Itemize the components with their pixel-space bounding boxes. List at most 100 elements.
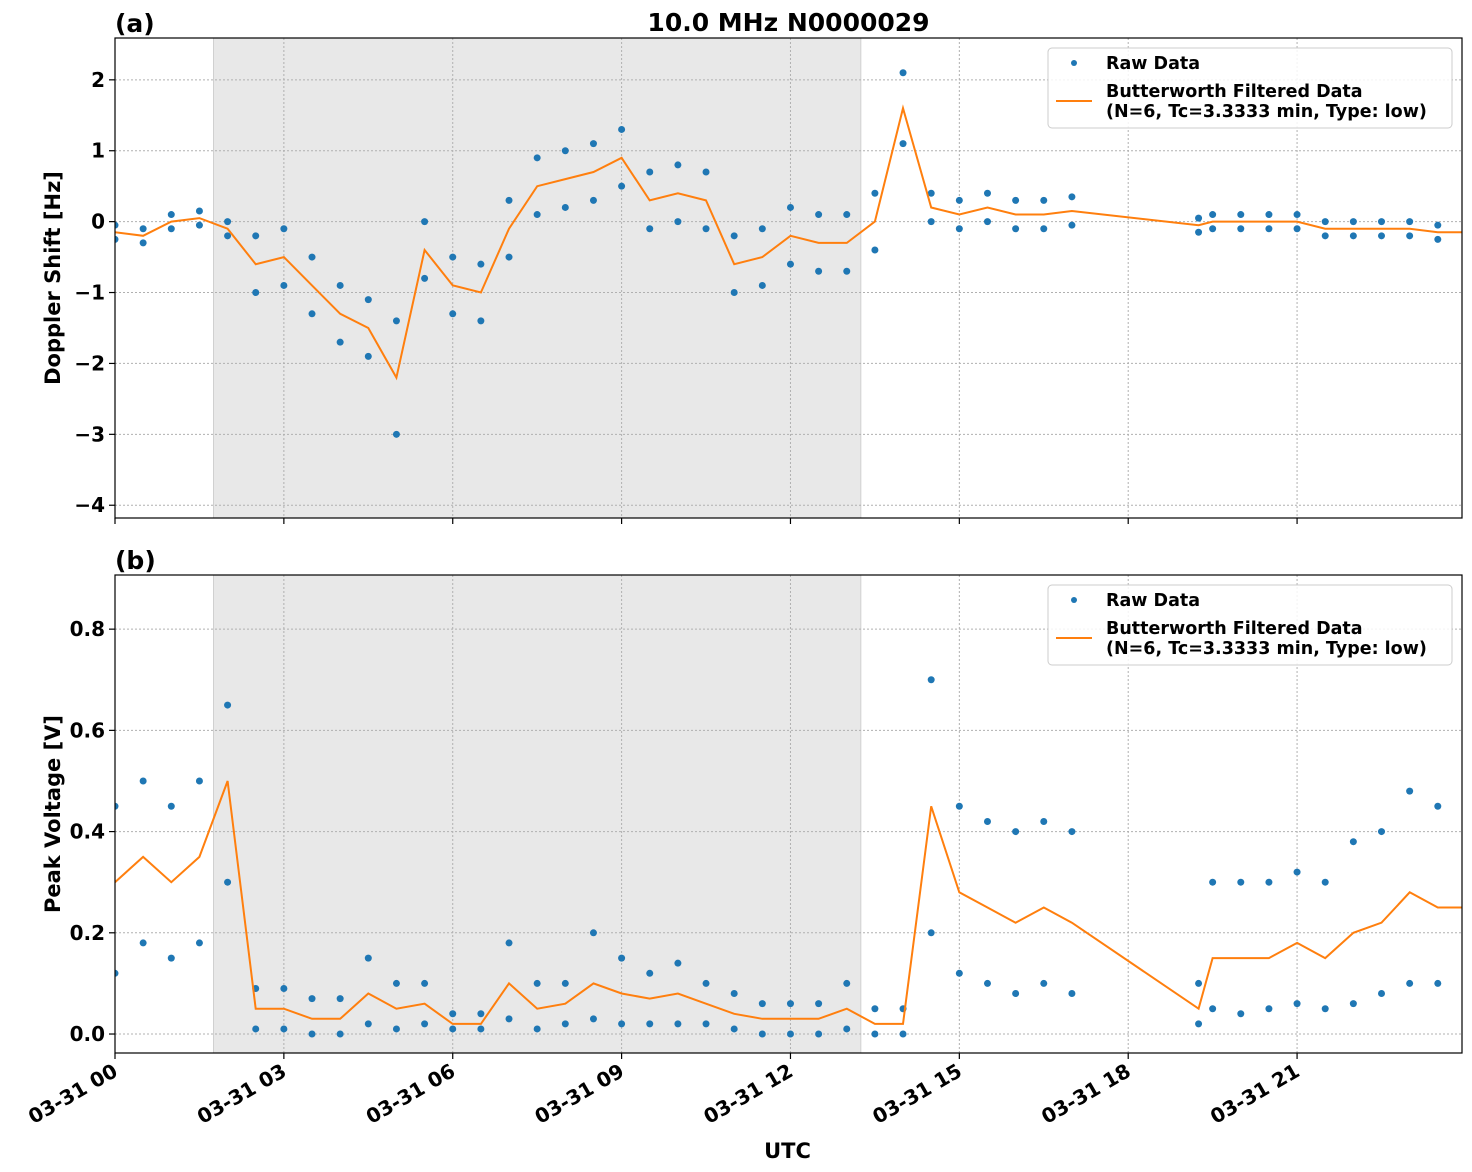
raw-point	[1237, 1010, 1245, 1018]
legend-label: Butterworth Filtered Data	[1106, 619, 1363, 639]
raw-point	[561, 979, 569, 987]
raw-point	[308, 310, 316, 318]
raw-point	[1349, 838, 1357, 846]
raw-point	[786, 1030, 794, 1038]
raw-point	[674, 959, 682, 967]
raw-point	[224, 218, 232, 226]
raw-point	[505, 253, 513, 261]
raw-point	[758, 281, 766, 289]
y-tick-label: 0.4	[70, 820, 105, 844]
raw-point	[899, 140, 907, 148]
raw-point	[1462, 236, 1469, 243]
raw-point	[115, 235, 119, 243]
legend-label: Butterworth Filtered Data	[1106, 82, 1363, 102]
raw-point	[1040, 196, 1048, 204]
raw-point	[1349, 218, 1357, 226]
x-tick-label: 03-31 00	[24, 1059, 122, 1129]
raw-point	[364, 954, 372, 962]
raw-point	[1321, 1005, 1329, 1013]
raw-point	[1434, 221, 1442, 229]
raw-point	[421, 274, 429, 282]
raw-point	[167, 225, 175, 233]
raw-point	[1068, 990, 1076, 998]
raw-point	[1068, 193, 1076, 201]
raw-point	[1012, 225, 1020, 233]
raw-point	[871, 189, 879, 197]
legend-box	[1047, 47, 1453, 129]
raw-point	[533, 979, 541, 987]
y-tick-label: 0.8	[70, 617, 105, 641]
raw-point	[702, 1020, 710, 1028]
panel-label: (b)	[115, 546, 156, 575]
raw-point	[1349, 232, 1357, 240]
raw-point	[674, 1020, 682, 1028]
raw-point	[392, 979, 400, 987]
raw-point	[1349, 1000, 1357, 1008]
raw-point	[1406, 787, 1414, 795]
raw-point	[449, 310, 457, 318]
legend: Raw Data Butterworth Filtered Data(N=6, T…	[1047, 584, 1453, 666]
raw-point	[308, 1030, 316, 1038]
panel-label: (a)	[115, 9, 155, 38]
raw-point	[115, 221, 119, 229]
raw-point	[195, 939, 203, 947]
data-layer	[115, 69, 1469, 438]
raw-point	[786, 203, 794, 211]
raw-point	[280, 1025, 288, 1033]
raw-point	[1265, 878, 1273, 886]
y-tick-label: −3	[74, 422, 105, 446]
raw-point	[871, 1030, 879, 1038]
raw-point	[899, 69, 907, 77]
raw-point	[1406, 979, 1414, 987]
raw-point	[1293, 1000, 1301, 1008]
raw-point	[786, 260, 794, 268]
raw-point	[730, 232, 738, 240]
raw-point	[224, 232, 232, 240]
raw-point	[1195, 228, 1203, 236]
raw-point	[758, 1000, 766, 1008]
raw-point	[139, 239, 147, 247]
raw-point	[927, 929, 935, 937]
raw-point	[421, 979, 429, 987]
raw-point	[1209, 878, 1217, 886]
raw-point	[252, 289, 260, 297]
raw-point	[364, 296, 372, 304]
raw-point	[674, 161, 682, 169]
raw-point	[1406, 232, 1414, 240]
raw-point	[1321, 878, 1329, 886]
raw-point	[927, 218, 935, 226]
raw-point	[983, 189, 991, 197]
raw-point	[1012, 196, 1020, 204]
raw-point	[646, 969, 654, 977]
raw-point	[195, 777, 203, 785]
raw-point	[674, 218, 682, 226]
y-tick-label: −4	[74, 493, 105, 517]
shaded-span	[213, 574, 862, 1054]
raw-point	[646, 225, 654, 233]
legend-label: (N=6, Tc=3.3333 min, Type: low)	[1106, 102, 1427, 122]
raw-point	[421, 218, 429, 226]
raw-point	[392, 317, 400, 325]
raw-point	[927, 676, 935, 684]
raw-point	[280, 281, 288, 289]
raw-point	[730, 1025, 738, 1033]
raw-point	[786, 1000, 794, 1008]
raw-point	[955, 969, 963, 977]
raw-point	[589, 140, 597, 148]
raw-point	[252, 1025, 260, 1033]
raw-point	[955, 802, 963, 810]
raw-point	[392, 1025, 400, 1033]
raw-point	[364, 1020, 372, 1028]
raw-point	[618, 954, 626, 962]
raw-point	[421, 1020, 429, 1028]
raw-point	[1068, 828, 1076, 836]
y-tick-label: −1	[74, 281, 105, 305]
raw-point	[308, 995, 316, 1003]
raw-point	[815, 1030, 823, 1038]
x-tick-label: 03-31 21	[1206, 1059, 1304, 1129]
raw-point	[224, 878, 232, 886]
raw-point	[561, 1020, 569, 1028]
y-tick-label: 0.6	[70, 718, 105, 742]
raw-point	[1265, 225, 1273, 233]
raw-point	[618, 1020, 626, 1028]
